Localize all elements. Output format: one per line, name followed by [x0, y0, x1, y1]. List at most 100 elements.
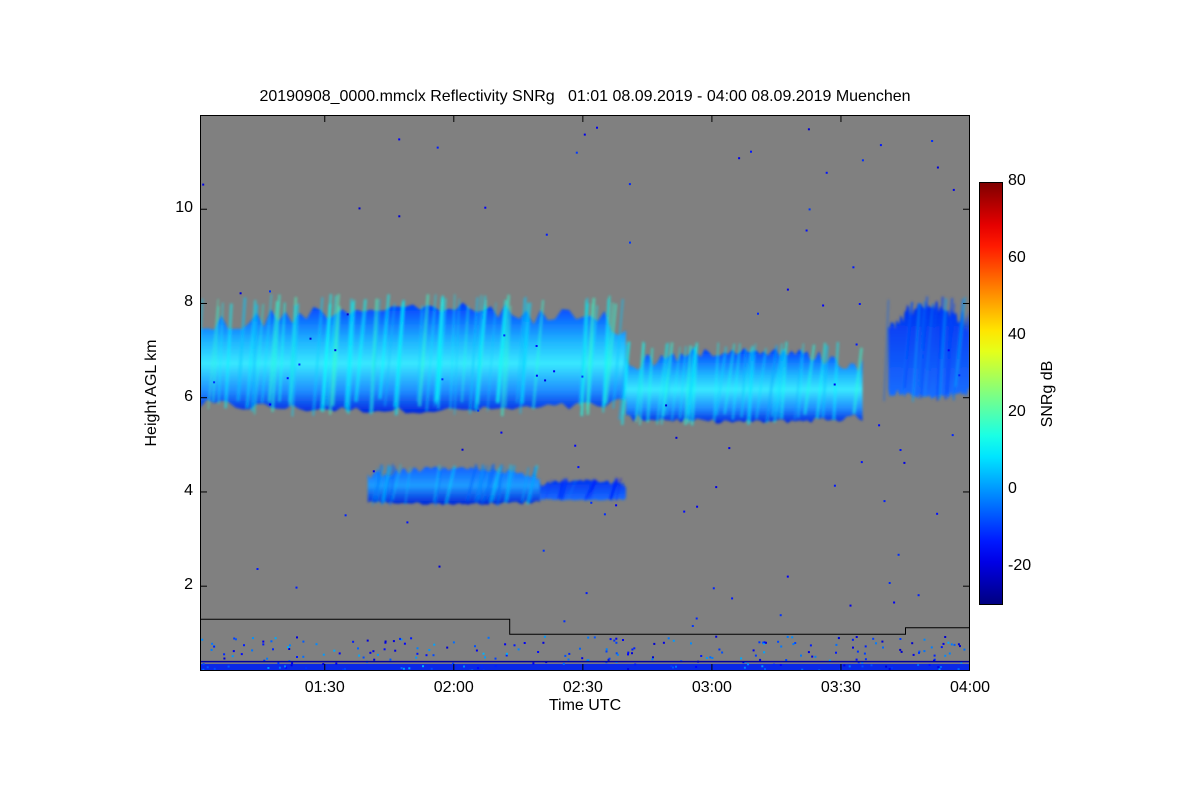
clutter-pixel [809, 644, 812, 647]
clutter-pixel [852, 646, 854, 649]
fall-streak [618, 345, 628, 420]
noise-speck [553, 370, 556, 373]
clutter-pixel [270, 640, 273, 643]
noise-speck [917, 594, 920, 597]
fall-streak [268, 300, 279, 402]
cloud-echoes [200, 294, 970, 507]
y-tick-marks [200, 208, 970, 587]
noise-speck [615, 504, 618, 507]
clutter-pixel [335, 662, 338, 665]
noise-speck [852, 266, 855, 269]
clutter-pixel [861, 665, 864, 668]
fall-streak [947, 303, 956, 394]
fall-streak [476, 294, 482, 412]
clutter-pixel [425, 654, 428, 657]
noise-speck [947, 349, 950, 352]
noise-speck [213, 381, 216, 384]
clutter-pixel [791, 636, 794, 639]
clutter-pixel [940, 666, 942, 668]
noise-speck [750, 150, 752, 153]
clutter-pixel [740, 657, 743, 660]
clutter-pixel [315, 643, 318, 646]
radar-heatmap [200, 115, 970, 671]
fall-streak [684, 345, 693, 426]
fall-streak [954, 297, 967, 387]
noise-speck [544, 379, 547, 382]
fall-streak [354, 299, 367, 402]
fall-streak [821, 345, 829, 418]
x-tick-label: 04:00 [949, 679, 991, 696]
clutter-pixel [287, 646, 289, 649]
clutter-pixel [487, 636, 490, 639]
clutter-pixel [211, 642, 214, 645]
fall-streak [444, 465, 456, 505]
fall-streak [486, 302, 497, 412]
noise-speck [545, 233, 548, 236]
clutter-pixel [543, 635, 546, 638]
fall-streak [378, 294, 390, 400]
chart-title: 20190908_0000.mmclx Reflectivity SNRg 01… [259, 88, 911, 105]
clutter-pixel [608, 657, 611, 660]
noise-speck [833, 383, 836, 386]
noise-speck [712, 587, 715, 590]
noise-speck [858, 303, 861, 305]
clutter-pixel [322, 663, 325, 665]
clutter-pixel [959, 645, 961, 648]
fall-streak [496, 464, 503, 506]
clutter-pixel [392, 640, 395, 643]
clutter-pixel [631, 648, 634, 651]
clutter-pixel [709, 656, 712, 659]
clutter-pixel [581, 657, 584, 660]
clutter-pixel [794, 642, 797, 644]
noise-speck [879, 144, 882, 147]
clutter-pixel [950, 643, 953, 646]
clutter-pixel [477, 667, 479, 670]
noise-speck [484, 206, 487, 209]
clutter-pixel [917, 664, 920, 666]
clutter-pixel [785, 659, 788, 661]
noise-speck [269, 403, 272, 406]
clutter-pixel [763, 641, 766, 644]
fall-streak [481, 466, 491, 504]
clutter-pixel [232, 650, 235, 653]
clutter-pixel [446, 646, 449, 649]
fall-streak [585, 303, 593, 411]
fall-streak [516, 297, 526, 404]
fall-streak [497, 466, 506, 501]
clutter-pixel [263, 659, 266, 662]
fall-streak [417, 305, 423, 402]
clutter-pixel [615, 637, 618, 640]
noise-speck [665, 404, 668, 407]
clutter-pixel [338, 652, 341, 655]
clutter-pixel [705, 657, 708, 659]
clutter-pixel [670, 665, 673, 668]
clutter-pixel [289, 644, 291, 647]
fall-streak [797, 343, 804, 418]
clutter-pixel [302, 655, 305, 658]
clutter-pixel [400, 638, 403, 641]
noise-speck [696, 505, 699, 508]
clutter-pixel [428, 649, 431, 651]
mid-cloud-patch [539, 477, 626, 502]
clutter-pixel [651, 658, 654, 661]
clutter-pixel [593, 636, 596, 639]
clutter-pixel [900, 650, 903, 653]
noise-speck [298, 363, 301, 366]
clutter-pixel [963, 648, 966, 651]
fall-streak [461, 306, 469, 403]
clutter-pixel [484, 656, 486, 659]
fall-streak [928, 304, 938, 391]
fall-streak [326, 295, 337, 406]
fall-streak [312, 297, 324, 416]
fall-streak [504, 305, 512, 407]
clutter-pixel [210, 648, 213, 651]
fall-streak [912, 303, 921, 402]
clutter-pixel [899, 648, 902, 651]
clutter-pixel [605, 648, 608, 651]
fall-streak [433, 464, 441, 503]
noise-speck [958, 374, 961, 377]
noise-speck [805, 229, 808, 232]
clutter-pixel [942, 642, 945, 645]
noise-speck [860, 461, 863, 464]
clutter-pixel [403, 642, 406, 645]
